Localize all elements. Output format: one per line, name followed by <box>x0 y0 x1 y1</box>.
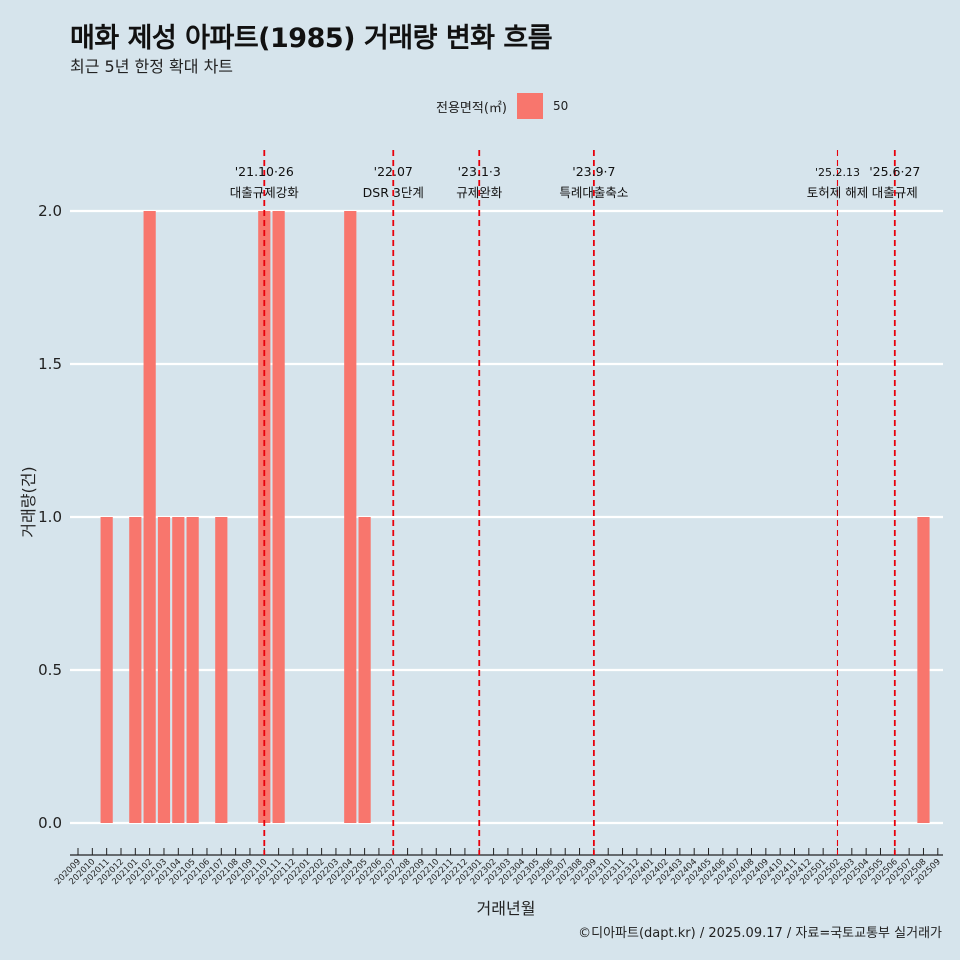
x-axis-title: 거래년월 <box>477 899 536 918</box>
event-label: DSR 3단계 <box>363 185 424 200</box>
event-label: 규제완화 <box>456 185 503 200</box>
event-label: 특례대출축소 <box>559 185 628 200</box>
y-tick-label: 0.0 <box>38 814 62 832</box>
bar <box>143 211 156 823</box>
bar <box>272 211 285 823</box>
event-label: 대출규제 <box>872 185 918 200</box>
chart-title: 매화 제성 아파트(1985) 거래량 변화 흐름 <box>70 23 553 54</box>
y-tick-label: 2.0 <box>38 202 62 220</box>
event-date-label: '23.9·7 <box>572 164 615 179</box>
event-label: 대출규제강화 <box>230 185 300 200</box>
legend: 전용면적(㎡) 50 <box>436 93 568 119</box>
y-tick-label: 1.5 <box>38 355 62 373</box>
event-date-label: '25.6·27 <box>869 164 920 179</box>
bar <box>215 517 228 823</box>
event-label: 토허제 해제 <box>807 185 868 200</box>
legend-title: 전용면적(㎡) <box>436 100 507 116</box>
bar <box>358 517 371 823</box>
bar <box>258 211 271 823</box>
event-date-label: '25.2.13 <box>815 166 860 179</box>
source-caption: ©디아파트(dapt.kr) / 2025.09.17 / 자료=국토교통부 실… <box>578 926 942 941</box>
bar <box>917 517 930 823</box>
bar <box>186 517 199 823</box>
bar <box>129 517 142 823</box>
bar <box>100 517 113 823</box>
chart-subtitle: 최근 5년 한정 확대 차트 <box>70 57 234 76</box>
event-date-label: '23.1·3 <box>458 164 501 179</box>
y-axis-title: 거래량(건) <box>19 466 38 537</box>
bar <box>344 211 357 823</box>
y-tick-label: 1.0 <box>38 508 62 526</box>
bar <box>172 517 185 823</box>
y-tick-label: 0.5 <box>38 661 62 679</box>
legend-swatch <box>516 93 543 119</box>
bar <box>157 517 171 823</box>
legend-item-label: 50 <box>552 99 569 113</box>
event-date-label: '21.10·26 <box>235 164 294 179</box>
event-date-label: '22.07 <box>374 164 413 179</box>
